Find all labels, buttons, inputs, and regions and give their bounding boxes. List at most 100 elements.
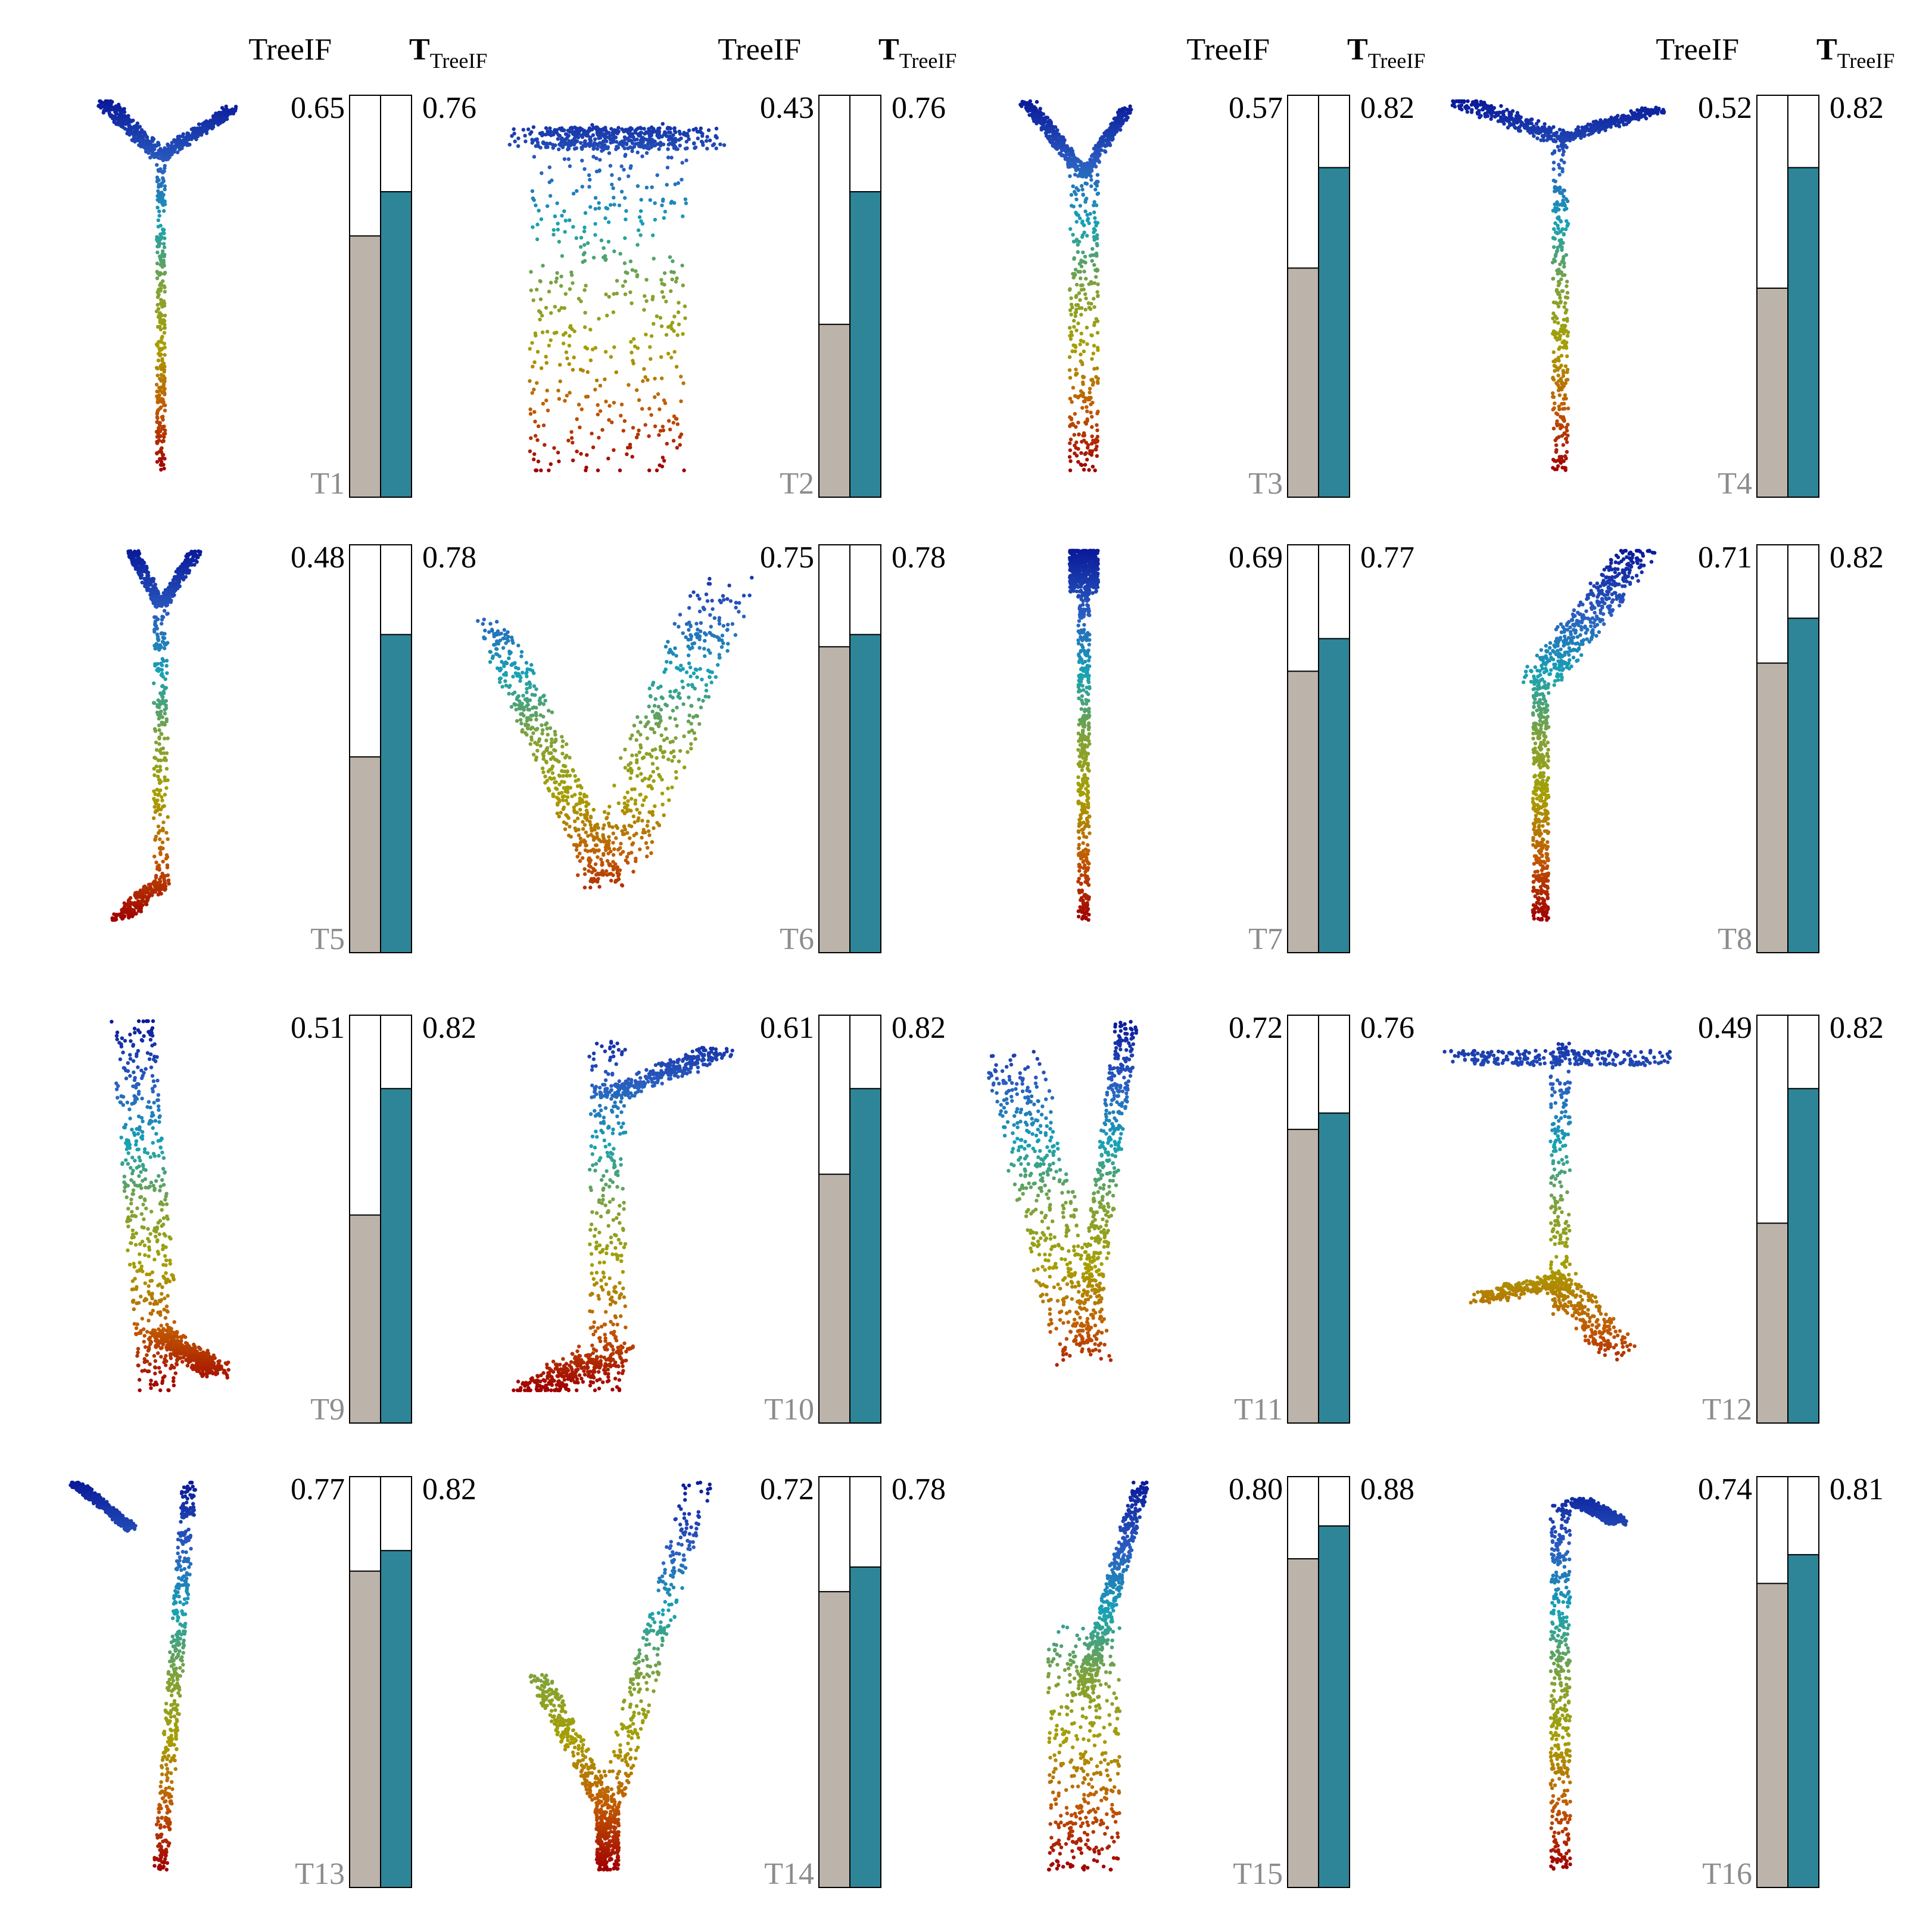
- bar-panel-T12: 0.49 0.82 T12: [1698, 1011, 1884, 1427]
- header-treeif: TreeIF: [1186, 33, 1270, 67]
- ttreeif-value-label: 0.82: [892, 1011, 946, 1045]
- trajectory-plot-T10: [512, 1040, 734, 1393]
- trajectory-plot-T2: [507, 121, 727, 473]
- bar-panel-T1: 0.65 0.76 T1: [291, 91, 476, 501]
- treeif-value-label: 0.48: [291, 541, 345, 575]
- treeif-value-label: 0.80: [1229, 1472, 1283, 1506]
- panel-label: T7: [1248, 922, 1283, 956]
- trajectory-plot-T13: [68, 1480, 197, 1872]
- treeif-value-label: 0.61: [760, 1011, 814, 1045]
- treeif-value-label: 0.75: [760, 541, 814, 575]
- ttreeif-bar: [1787, 1088, 1819, 1424]
- ttreeif-value-label: 0.78: [422, 541, 476, 575]
- ttreeif-value-label: 0.82: [1830, 541, 1884, 575]
- treeif-bar: [1287, 670, 1319, 953]
- ttreeif-bar: [1318, 1525, 1350, 1889]
- column-headers: TreeIF TTreeIF TreeIF TTreeIF TreeIF TTreeIF T…: [248, 33, 1894, 73]
- ttreeif-bar: [849, 191, 881, 498]
- ttreeif-value-label: 0.76: [892, 91, 946, 125]
- trajectory-plot-T14: [528, 1480, 712, 1872]
- treeif-bar: [818, 1591, 850, 1888]
- treeif-bar: [1756, 1222, 1788, 1424]
- bar-panel-T3: 0.57 0.82 T3: [1229, 91, 1414, 501]
- ttreeif-value-label: 0.88: [1360, 1472, 1414, 1506]
- ttreeif-bar: [1787, 1554, 1819, 1889]
- panel-label: T10: [764, 1393, 814, 1427]
- ttreeif-value-label: 0.82: [1830, 91, 1884, 125]
- ttreeif-bar: [380, 634, 412, 953]
- ttreeif-value-label: 0.82: [422, 1472, 476, 1506]
- panel-label: T3: [1248, 467, 1283, 501]
- bar-panel-T13: 0.77 0.82 T13: [291, 1472, 476, 1891]
- trajectory-plot-T16: [1548, 1496, 1628, 1871]
- treeif-bar: [1287, 267, 1319, 498]
- treeif-value-label: 0.65: [291, 91, 345, 125]
- panel-label: T12: [1702, 1393, 1752, 1427]
- ttreeif-bar: [1318, 167, 1350, 498]
- ttreeif-bar: [380, 191, 412, 498]
- treeif-value-label: 0.74: [1698, 1472, 1752, 1506]
- bar-panel-T6: 0.75 0.78 T6: [760, 541, 946, 956]
- trajectory-plots: [68, 99, 1672, 1872]
- bar-panel-T8: 0.71 0.82 T8: [1698, 541, 1884, 956]
- header-ttreeif: TTreeIF: [409, 33, 487, 73]
- ttreeif-value-label: 0.78: [892, 541, 946, 575]
- panel-label: T6: [780, 922, 814, 956]
- trajectory-plot-T7: [1067, 548, 1101, 922]
- ttreeif-value-label: 0.76: [1360, 1011, 1414, 1045]
- treeif-bar: [818, 1174, 850, 1424]
- panel-label: T15: [1233, 1857, 1283, 1891]
- trajectory-plot-T3: [1018, 99, 1133, 473]
- treeif-value-label: 0.43: [760, 91, 814, 125]
- header-treeif: TreeIF: [1656, 33, 1739, 67]
- bar-panel-T9: 0.51 0.82 T9: [291, 1011, 476, 1427]
- treeif-value-label: 0.72: [1229, 1011, 1283, 1045]
- treeif-bar: [349, 1570, 381, 1888]
- ttreeif-bar: [380, 1088, 412, 1424]
- ttreeif-bar: [380, 1550, 412, 1888]
- treeif-value-label: 0.69: [1229, 541, 1283, 575]
- bar-panel-T10: 0.61 0.82 T10: [760, 1011, 946, 1427]
- header-treeif: TreeIF: [248, 33, 332, 67]
- ttreeif-value-label: 0.81: [1830, 1472, 1884, 1506]
- header-ttreeif: TTreeIF: [878, 33, 956, 73]
- panel-label: T14: [764, 1857, 814, 1891]
- ttreeif-value-label: 0.82: [422, 1011, 476, 1045]
- header-ttreeif: TTreeIF: [1816, 33, 1894, 73]
- ttreeif-value-label: 0.82: [1360, 91, 1414, 125]
- bar-panel-T4: 0.52 0.82 T4: [1698, 91, 1884, 501]
- treeif-bar: [1287, 1558, 1319, 1888]
- treeif-bar: [349, 1214, 381, 1424]
- bar-panel-T15: 0.80 0.88 T15: [1229, 1472, 1414, 1891]
- ttreeif-bar: [1318, 638, 1350, 954]
- header-ttreeif: TTreeIF: [1347, 33, 1425, 73]
- ttreeif-value-label: 0.76: [422, 91, 476, 125]
- ttreeif-bar: [849, 1088, 881, 1424]
- ttreeif-bar: [1787, 617, 1819, 954]
- trajectory-plot-T11: [987, 1019, 1139, 1367]
- ttreeif-value-label: 0.77: [1360, 541, 1414, 575]
- panel-label: T4: [1718, 467, 1752, 501]
- ttreeif-value-label: 0.82: [1830, 1011, 1884, 1045]
- treeif-bar: [1756, 1583, 1788, 1888]
- bar-panel-T16: 0.74 0.81 T16: [1698, 1472, 1884, 1891]
- treeif-value-label: 0.51: [291, 1011, 345, 1045]
- bar-panel-T5: 0.48 0.78 T5: [291, 541, 476, 956]
- treeif-value-label: 0.72: [760, 1472, 814, 1506]
- ttreeif-bar: [849, 634, 881, 953]
- treeif-bar: [349, 235, 381, 498]
- treeif-bar: [349, 756, 381, 953]
- treeif-bar: [1287, 1128, 1319, 1424]
- bar-panels: 0.65 0.76 T1 0.43 0.76 T2 0.57 0.82 T3 0.52 0.82 T4…: [291, 91, 1884, 1891]
- ttreeif-bar: [1787, 167, 1819, 498]
- treeif-bar: [818, 646, 850, 953]
- treeif-bar: [1756, 662, 1788, 954]
- panel-label: T2: [780, 467, 814, 501]
- panel-label: T9: [310, 1393, 345, 1427]
- ttreeif-value-label: 0.78: [892, 1472, 946, 1506]
- treeif-value-label: 0.49: [1698, 1011, 1752, 1045]
- trajectory-plot-T15: [1046, 1480, 1149, 1872]
- trajectory-plot-T6: [476, 576, 754, 890]
- trajectory-plot-T4: [1450, 99, 1666, 472]
- trajectory-plot-T12: [1442, 1041, 1672, 1362]
